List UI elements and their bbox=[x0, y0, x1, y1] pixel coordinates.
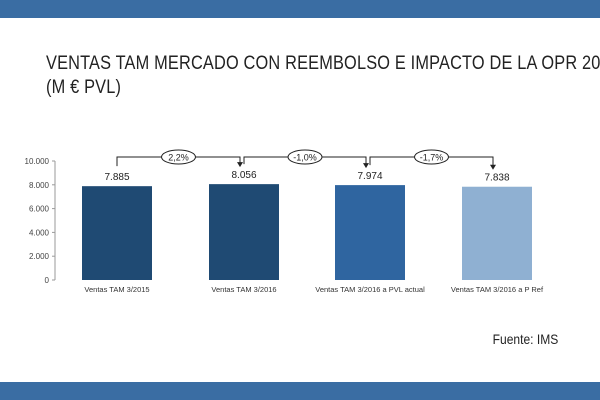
y-tick-label: 2.000 bbox=[29, 252, 50, 261]
bar bbox=[209, 184, 279, 280]
change-arrowhead bbox=[490, 164, 496, 170]
change-arrowhead bbox=[237, 162, 243, 168]
change-annotations: 2,2% -1,0% -1,7% bbox=[116, 149, 496, 170]
x-tick-label: Ventas TAM 3/2016 a P Ref bbox=[451, 285, 544, 294]
y-axis: 0 2.000 4.000 6.000 8.000 10.000 bbox=[25, 157, 56, 285]
y-tick-label: 0 bbox=[45, 276, 50, 285]
y-tick-label: 8.000 bbox=[29, 181, 50, 190]
bar bbox=[335, 185, 405, 280]
chart-title: VENTAS TAM MERCADO CON REEMBOLSO E IMPAC… bbox=[46, 52, 600, 100]
bar bbox=[82, 186, 152, 280]
data-label: 7.974 bbox=[357, 171, 382, 182]
change-badge bbox=[414, 149, 449, 165]
y-tick-label: 4.000 bbox=[29, 228, 50, 237]
x-axis-labels: Ventas TAM 3/2015 Ventas TAM 3/2016 Ventas… bbox=[84, 285, 544, 294]
chart-title-line-1: VENTAS TAM MERCADO CON REEMBOLSO E IMPAC… bbox=[46, 53, 600, 74]
bars bbox=[82, 184, 532, 280]
chart-title-line-2: (M € PVL) bbox=[46, 77, 122, 98]
change-badge bbox=[161, 149, 196, 165]
bar bbox=[462, 186, 532, 280]
source-note: Fuente: IMS bbox=[492, 331, 558, 347]
value-labels: 7.885 8.056 7.974 7.838 bbox=[104, 170, 509, 184]
x-tick-label: Ventas TAM 3/2016 a PVL actual bbox=[315, 285, 425, 294]
top-frame-band bbox=[0, 0, 600, 18]
change-label: -1,7% bbox=[420, 153, 444, 163]
x-tick-label: Ventas TAM 3/2015 bbox=[84, 285, 149, 294]
data-label: 7.838 bbox=[484, 173, 509, 184]
change-label: 2,2% bbox=[168, 153, 189, 163]
y-tick-label: 10.000 bbox=[25, 157, 50, 166]
data-label: 7.885 bbox=[104, 172, 129, 183]
change-badge bbox=[287, 149, 323, 165]
change-arrowhead bbox=[363, 163, 369, 169]
change-label: -1,0% bbox=[293, 153, 317, 163]
x-tick-label: Ventas TAM 3/2016 bbox=[211, 285, 276, 294]
bottom-frame-band bbox=[0, 382, 600, 400]
data-label: 8.056 bbox=[231, 170, 256, 181]
y-tick-label: 6.000 bbox=[29, 205, 50, 214]
